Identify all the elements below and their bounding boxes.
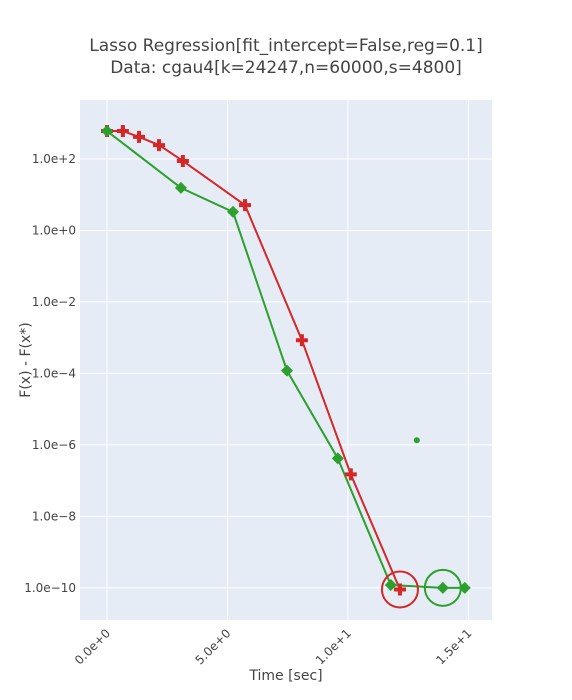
highlight-circle	[423, 568, 462, 607]
cross-marker	[295, 334, 308, 347]
point	[413, 437, 420, 444]
cross-marker	[393, 583, 406, 596]
y-tick-label: 1.0e−2	[32, 295, 76, 309]
x-tick-label: 0.0e+0	[72, 626, 113, 667]
plot-area	[80, 100, 492, 620]
y-tick-label: 1.0e−10	[24, 581, 76, 595]
cross-marker	[176, 154, 189, 167]
highlight-circle	[380, 570, 419, 609]
diamond-marker	[226, 205, 239, 218]
x-tick-label: 5.0e+0	[192, 626, 233, 667]
diamond-marker	[436, 581, 449, 594]
diamond-marker	[458, 581, 471, 594]
x-tick-label: 1.0e+1	[313, 626, 354, 667]
diamond-marker	[331, 452, 344, 465]
diamond-marker	[100, 125, 113, 138]
y-tick-label: 1.0e−6	[32, 438, 76, 452]
y-axis-title: F(x) - F(x*)	[18, 322, 34, 397]
x-tick-label: 1.5e+1	[433, 626, 474, 667]
chart-subtitle: Data: cgau4[k=24247,n=60000,s=4800]	[110, 58, 462, 78]
diamond-marker	[174, 181, 187, 194]
chart-title: Lasso Regression[fit_intercept=False,reg…	[89, 36, 483, 56]
cross-marker	[153, 139, 166, 152]
y-tick-label: 1.0e−4	[32, 366, 76, 380]
x-axis-title: Time [sec]	[248, 668, 322, 684]
cross-marker	[239, 199, 252, 212]
y-tick-label: 1.0e+0	[32, 223, 76, 237]
diamond-marker	[384, 579, 397, 592]
y-tick-label: 1.0e+2	[32, 152, 76, 166]
series-line	[106, 130, 465, 589]
diamond-marker	[280, 364, 293, 377]
cross-marker	[133, 130, 146, 143]
y-tick-label: 1.0e−8	[32, 509, 76, 523]
cross-marker	[116, 125, 129, 138]
cross-marker	[344, 468, 357, 481]
